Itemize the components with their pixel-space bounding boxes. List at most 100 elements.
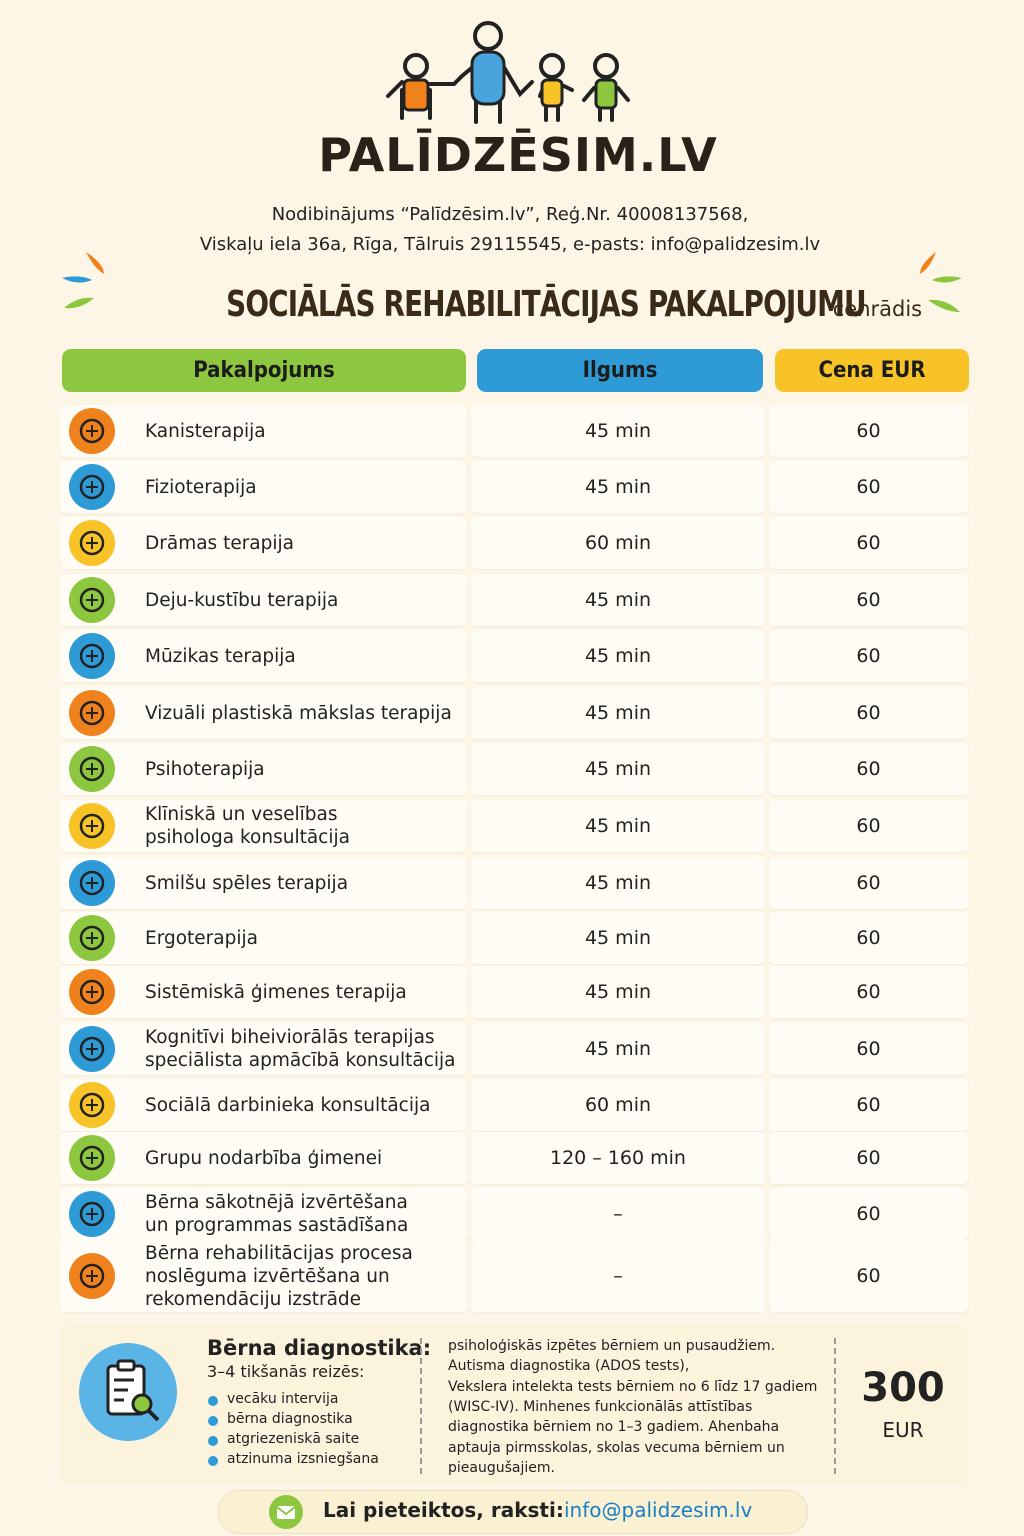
service-cell: Kognitīvi biheiviorālās terapijas speciāl… <box>60 1023 467 1075</box>
service-cell: Ergoterapija <box>60 912 467 964</box>
service-icon <box>69 1026 115 1072</box>
duration: 60 min <box>471 517 765 569</box>
title-main: SOCIĀLĀS REHABILITĀCIJAS PAKALPOJUMU <box>226 284 866 325</box>
duration: 45 min <box>471 574 765 626</box>
price: 60 <box>769 966 968 1018</box>
service-name: Vizuāli plastiskā mākslas terapija <box>145 702 452 725</box>
service-name-line: Sociālā darbinieka konsultācija <box>145 1094 431 1116</box>
service-name-line: un programmas sastādīšana <box>145 1215 409 1236</box>
service-icon <box>69 1191 115 1237</box>
service-cell: Mūzikas terapija <box>60 630 467 682</box>
service-name: Fizioterapija <box>145 476 257 499</box>
separator <box>834 1338 836 1474</box>
description-line: psiholoģiskās izpētes bērniem un pusaudž… <box>448 1338 776 1354</box>
duration: 120 – 160 min <box>471 1132 765 1184</box>
service-icon <box>69 1082 115 1128</box>
service-cell: Bērna sākotnējā izvērtēšana un programmas… <box>60 1188 467 1240</box>
service-name: Kanisterapija <box>145 420 266 443</box>
logo-figures <box>386 21 630 124</box>
logo-text: PALĪDZĒSIM.LV <box>318 128 718 182</box>
price: 60 <box>769 1132 968 1184</box>
price: 60 <box>769 1188 968 1240</box>
bullet <box>208 1456 218 1466</box>
diagnostics-currency: EUR <box>882 1418 924 1442</box>
price: 60 <box>769 1023 968 1075</box>
diagnostics-item: atzinuma izsniegšana <box>227 1451 379 1467</box>
diagnostics-price: 300 <box>861 1365 945 1411</box>
service-name-line: Kognitīvi biheiviorālās terapijas <box>145 1027 435 1048</box>
service-name-line: speciālista apmācībā konsultācija <box>145 1050 456 1071</box>
service-name-line: Mūzikas terapija <box>145 645 296 667</box>
bullet <box>208 1416 218 1426</box>
service-icon <box>69 746 115 792</box>
price: 60 <box>769 800 968 852</box>
service-icon <box>69 860 115 906</box>
price: 60 <box>769 743 968 795</box>
duration: 45 min <box>471 461 765 513</box>
description-line: Autisma diagnostika (ADOS tests), <box>448 1358 690 1375</box>
diagnostics-title: Bērna diagnostika: <box>207 1336 432 1360</box>
description-line: aptauja pirmsskolas, skolas vecuma bērni… <box>448 1439 785 1456</box>
duration: 60 min <box>471 1079 765 1131</box>
service-cell: Smilšu spēles terapija <box>60 857 467 909</box>
service-cell: Vizuāli plastiskā mākslas terapija <box>60 687 467 739</box>
service-name: Kognitīvi biheiviorālās terapijas speciāl… <box>145 1026 456 1072</box>
service-name-line: Klīniskā un veselības <box>145 804 338 825</box>
price: 60 <box>769 857 968 909</box>
mail-icon <box>269 1495 303 1529</box>
service-icon <box>69 803 115 849</box>
service-name: Smilšu spēles terapija <box>145 872 348 895</box>
duration: 45 min <box>471 966 765 1018</box>
service-name-line: Psihoterapija <box>145 758 265 780</box>
price: 60 <box>769 517 968 569</box>
decor <box>62 252 104 309</box>
service-name-line: Bērna sākotnējā izvērtēšana <box>145 1192 408 1213</box>
service-icon <box>69 577 115 623</box>
price: 60 <box>769 1079 968 1131</box>
service-icon <box>69 520 115 566</box>
bullet <box>208 1396 218 1406</box>
decor <box>920 252 962 312</box>
service-cell: Psihoterapija <box>60 743 467 795</box>
duration: 45 min <box>471 857 765 909</box>
service-icon <box>69 464 115 510</box>
service-cell: Kanisterapija <box>60 405 467 457</box>
service-name-line: psihologa konsultācija <box>145 827 350 848</box>
service-name: Klīniskā un veselības psihologa konsultāc… <box>145 803 350 849</box>
service-name: Psihoterapija <box>145 758 265 781</box>
service-cell: Sociālā darbinieka konsultācija <box>60 1079 467 1131</box>
service-name: Grupu nodarbība ģimenei <box>145 1147 382 1170</box>
contact-email[interactable]: info@palidzesim.lv <box>564 1498 753 1522</box>
separator <box>420 1338 422 1474</box>
service-cell: Grupu nodarbība ģimenei <box>60 1132 467 1184</box>
contact-label: Lai pieteiktos, raksti: <box>323 1498 564 1522</box>
description-line: Vekslera intelekta tests bērniem no 6 lī… <box>448 1378 818 1395</box>
service-cell: Sistēmiskā ģimenes terapija <box>60 966 467 1018</box>
contact-bar <box>218 1490 808 1534</box>
diagnostics-item: bērna diagnostika <box>227 1411 353 1427</box>
service-icon <box>69 408 115 454</box>
service-icon <box>69 1135 115 1181</box>
service-cell: Deju-kustību terapija <box>60 574 467 626</box>
service-cell: Bērna rehabilitācijas procesa noslēguma i… <box>60 1240 467 1312</box>
service-cell: Drāmas terapija <box>60 517 467 569</box>
duration: 45 min <box>471 1023 765 1075</box>
org-line: Viskaļu iela 36a, Rīga, Tālruis 29115545… <box>199 234 821 255</box>
duration: 45 min <box>471 743 765 795</box>
service-name-line: Bērna rehabilitācijas procesa <box>145 1242 413 1264</box>
description-line: (WISC-IV). Minhenes funkcionālās attīstī… <box>448 1398 753 1415</box>
bullet <box>208 1436 218 1446</box>
service-icon <box>69 969 115 1015</box>
diagnostics-subtitle: 3–4 tikšanās reizēs: <box>207 1362 365 1381</box>
service-name-line: Vizuāli plastiskā mākslas terapija <box>145 702 452 724</box>
service-cell: Klīniskā un veselības psihologa konsultāc… <box>60 800 467 852</box>
duration: 45 min <box>471 405 765 457</box>
duration: 45 min <box>471 687 765 739</box>
service-name: Drāmas terapija <box>145 532 294 555</box>
service-name-line: noslēguma izvērtēšana un <box>145 1265 390 1287</box>
price: 60 <box>769 574 968 626</box>
column-header: Cena EUR <box>775 349 969 392</box>
title: SOCIĀLĀS REHABILITĀCIJAS PAKALPOJUMU cen… <box>0 284 1024 325</box>
service-name: Mūzikas terapija <box>145 645 296 668</box>
